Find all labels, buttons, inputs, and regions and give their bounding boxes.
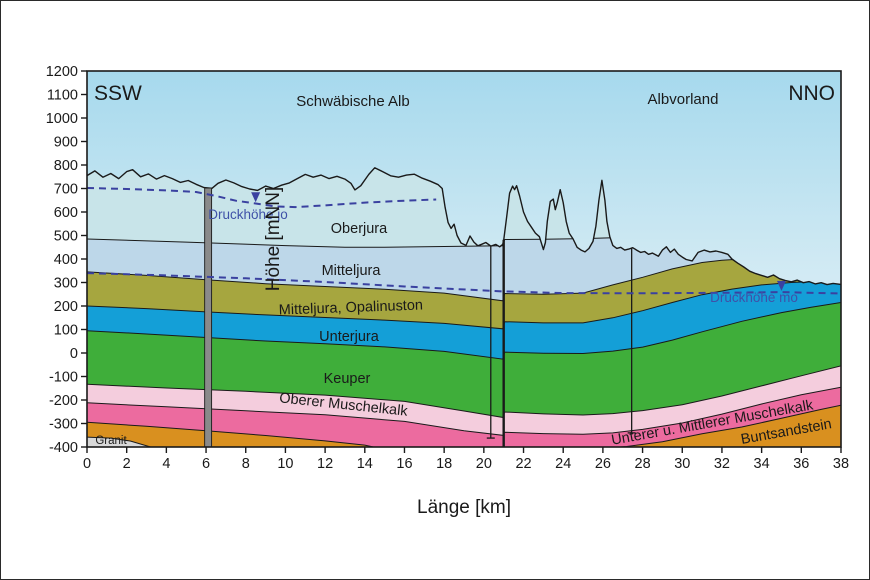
y-tick-label: 0	[70, 346, 78, 362]
x-tick-label: 24	[555, 456, 571, 472]
x-tick-label: 28	[635, 456, 651, 472]
x-tick-label: 12	[317, 456, 333, 472]
boundary-um-muschelkalk-base	[87, 404, 841, 447]
layer-label-unterjura: Unterjura	[319, 329, 380, 345]
y-tick-label: 200	[54, 299, 78, 315]
boundary-unterjura-base	[87, 302, 841, 360]
layer-opalinuston	[87, 256, 841, 329]
y-tick-label: 700	[54, 182, 78, 198]
layer-unterer-mittlerer-muschelkalk	[87, 387, 841, 447]
y-tick-label: 500	[54, 229, 78, 245]
pressure-line-mo	[87, 272, 841, 295]
y-tick-label: 1200	[46, 64, 78, 80]
layer-label-granit: Granit	[95, 435, 127, 447]
layer-label-oberjura: Oberjura	[331, 221, 388, 237]
y-tick-label: 900	[54, 135, 78, 151]
x-tick-label: 26	[595, 456, 611, 472]
borehole-sauerbrunnen	[204, 187, 213, 447]
y-tick-label: 600	[54, 205, 78, 221]
x-tick-label: 32	[714, 456, 730, 472]
x-tick-label: 2	[123, 456, 131, 472]
x-tick-label: 22	[515, 456, 531, 472]
x-tick-label: 38	[833, 456, 849, 472]
region-label-schwaebische-alb: Schwäbische Alb	[296, 93, 409, 110]
y-tick-label: -400	[49, 440, 78, 456]
y-tick-label: 400	[54, 252, 78, 268]
water-level-marker-mo	[776, 280, 786, 291]
y-tick-label: 1100	[47, 88, 78, 104]
y-tick-label: 100	[54, 323, 78, 339]
terrain-outline	[87, 167, 841, 286]
x-tick-label: 0	[83, 456, 91, 472]
pressure-line-jo	[87, 187, 437, 209]
place-label-trochtelfingen: Trochtelfingen	[263, 1, 275, 62]
y-tick-label: -300	[49, 417, 78, 433]
pressure-label-mo: Druckhöhe mo	[710, 290, 798, 305]
plot-area: Druckhöhe jo Druckhöhe mo Oberjura Mittelju…	[87, 1, 841, 447]
layer-oberer-muschelkalk	[87, 365, 841, 436]
x-tick-label: 4	[162, 456, 170, 472]
boundary-oberer-muschelkalk-base	[87, 386, 841, 436]
y-axis-title: Höhe [mNN]	[263, 187, 284, 292]
boundary-opalinuston-base	[87, 280, 841, 330]
x-tick-label: 18	[436, 456, 452, 472]
layer-label-keuper: Keuper	[324, 371, 371, 387]
x-tick-label: 6	[202, 456, 210, 472]
layer-buntsandstein	[87, 405, 841, 447]
water-level-marker-jo	[251, 192, 261, 203]
layer-keuper	[87, 302, 841, 418]
orientation-nno: NNO	[788, 82, 835, 105]
x-axis-title: Länge [km]	[417, 497, 511, 518]
x-tick-label: 20	[476, 456, 492, 472]
x-tick-label: 8	[242, 456, 250, 472]
x-tick-label: 36	[793, 456, 809, 472]
x-tick-label: 34	[754, 456, 770, 472]
boundary-keuper-base	[87, 365, 841, 418]
y-tick-label: 1000	[46, 111, 78, 127]
layer-label-mitteljura: Mitteljura	[322, 263, 382, 279]
boundary-buntsandstein-base	[87, 436, 841, 447]
x-tick-label: 14	[357, 456, 373, 472]
y-tick-label: 800	[54, 158, 78, 174]
orientation-ssw: SSW	[94, 82, 142, 105]
layer-label-opalinuston: Mitteljura, Opalinuston	[278, 297, 423, 318]
y-tick-label: -100	[49, 370, 78, 386]
region-label-albvorland: Albvorland	[648, 91, 719, 108]
x-tick-label: 16	[396, 456, 412, 472]
y-tick-label: -200	[49, 393, 78, 409]
pressure-label-jo: Druckhöhe jo	[208, 207, 288, 222]
y-tick-label: 300	[54, 276, 78, 292]
layer-unterjura	[87, 280, 841, 360]
x-tick-label: 10	[277, 456, 293, 472]
x-tick-label: 30	[674, 456, 690, 472]
